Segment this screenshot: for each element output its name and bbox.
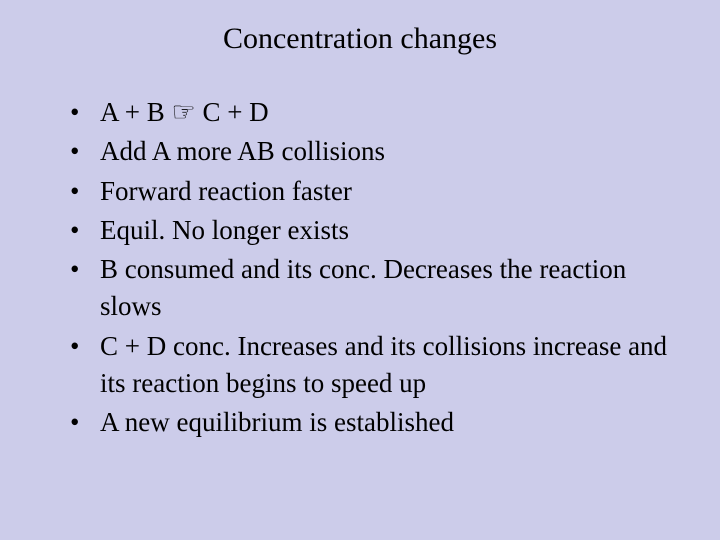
list-item: A + B ☞ C + D (70, 94, 690, 131)
list-item: Forward reaction faster (70, 173, 690, 210)
bullet-list: A + B ☞ C + D Add A more AB collisions F… (30, 94, 690, 441)
list-item: B consumed and its conc. Decreases the r… (70, 251, 690, 326)
slide-title: Concentration changes (30, 22, 690, 56)
list-item: C + D conc. Increases and its collisions… (70, 328, 690, 403)
list-item: Add A more AB collisions (70, 133, 690, 170)
list-item: A new equilibrium is established (70, 404, 690, 441)
list-item: Equil. No longer exists (70, 212, 690, 249)
